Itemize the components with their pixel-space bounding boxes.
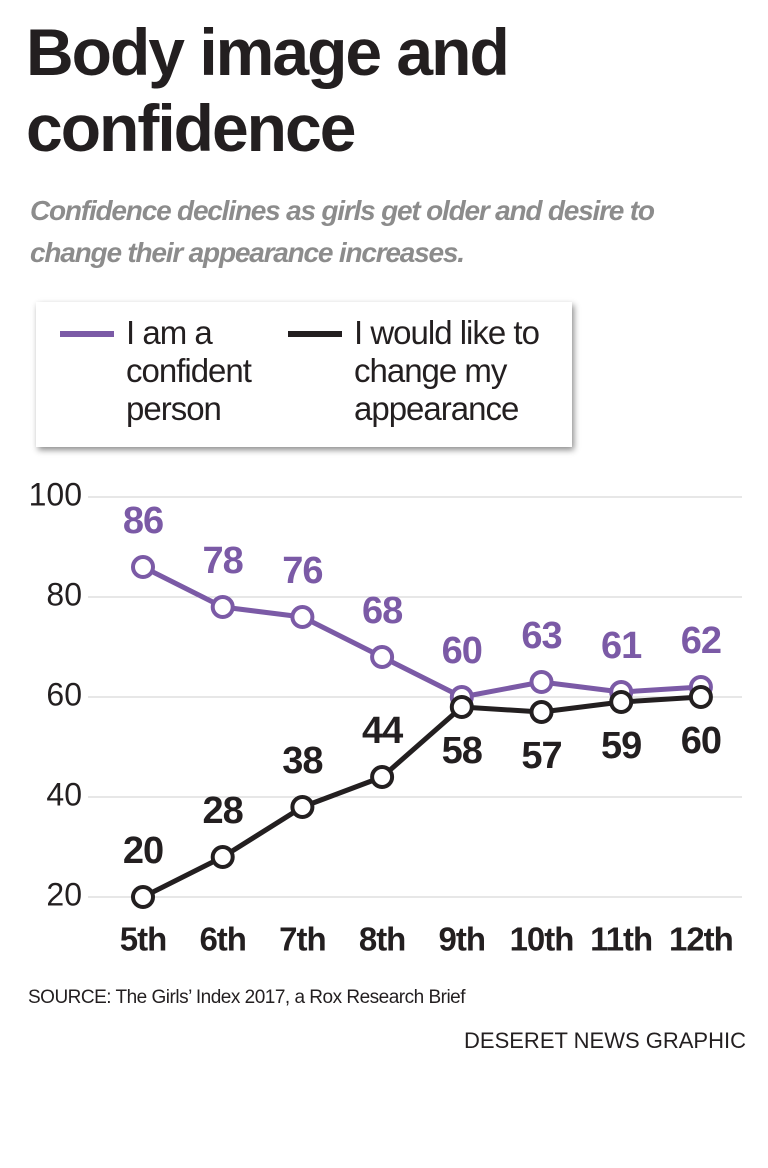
data-label: 61 — [601, 625, 642, 667]
data-label: 57 — [521, 735, 561, 777]
marker — [529, 670, 554, 694]
x-tick-label: 11th — [590, 921, 652, 958]
x-tick-label: 7th — [279, 921, 326, 958]
data-label: 86 — [123, 500, 163, 542]
data-label: 59 — [601, 725, 641, 767]
x-tick-label: 8th — [359, 921, 406, 958]
y-tick-label: 80 — [46, 576, 82, 612]
data-label: 20 — [123, 830, 163, 872]
series-line — [141, 694, 702, 900]
marker — [370, 645, 395, 669]
y-tick-label: 20 — [46, 876, 82, 912]
legend-label: I am a confident person — [126, 314, 252, 427]
marker — [290, 605, 315, 629]
marker — [609, 690, 634, 714]
x-tick-label: 10th — [510, 921, 574, 958]
legend: I am a confident person I would like to … — [36, 302, 572, 447]
marker — [131, 885, 155, 909]
y-tick-label: 60 — [46, 676, 82, 712]
marker — [131, 555, 155, 579]
legend-label: I would like to change my appearance — [354, 314, 540, 427]
data-label: 28 — [203, 790, 243, 832]
x-tick-label: 5th — [120, 921, 167, 958]
data-label: 68 — [362, 590, 402, 632]
data-label: 60 — [681, 720, 721, 762]
marker — [210, 595, 235, 619]
data-label: 62 — [681, 620, 721, 662]
data-label: 63 — [521, 615, 561, 657]
marker — [449, 695, 474, 719]
x-tick-label: 12th — [669, 921, 733, 958]
y-tick-label: 100 — [29, 476, 82, 512]
marker — [370, 765, 395, 789]
data-label: 76 — [282, 550, 322, 592]
data-label: 60 — [442, 630, 482, 672]
legend-swatch — [60, 331, 114, 337]
x-tick-label: 6th — [199, 921, 246, 958]
data-label: 38 — [282, 740, 322, 782]
marker — [529, 700, 554, 724]
chart-title: Body image and confidence — [26, 15, 510, 165]
x-tick-label: 9th — [439, 921, 486, 958]
credit: DESERET NEWS GRAPHIC — [464, 1028, 746, 1053]
data-label: 78 — [203, 540, 243, 582]
marker — [210, 845, 235, 869]
data-label: 58 — [442, 730, 482, 772]
marker — [290, 795, 315, 819]
y-tick-label: 40 — [46, 776, 82, 812]
source: SOURCE: The Girls’ Index 2017, a Rox Res… — [28, 987, 466, 1008]
series-line — [141, 564, 702, 700]
marker — [688, 685, 713, 709]
data-label: 44 — [362, 710, 403, 752]
legend-swatch — [288, 331, 342, 337]
chart-subtitle: Confidence declines as girls get older a… — [30, 195, 655, 268]
